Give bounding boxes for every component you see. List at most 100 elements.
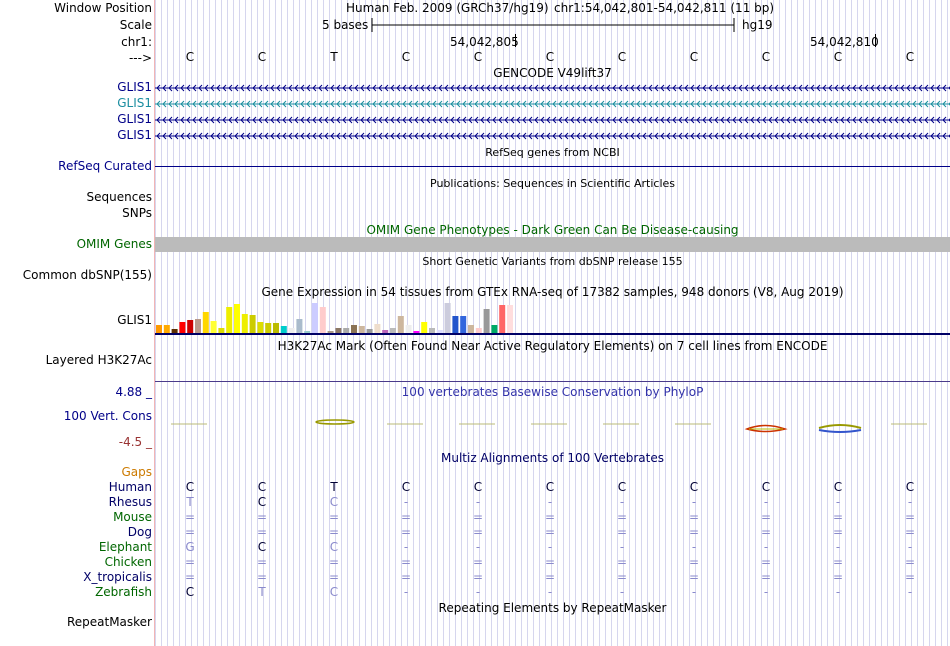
gtex-tissue-bar[interactable] [195, 319, 201, 333]
gtex-tissue-bar[interactable] [499, 305, 506, 333]
label-omim-genes[interactable]: OMIM Genes [76, 237, 152, 251]
gtex-tissue-bar[interactable] [382, 330, 389, 333]
grid-line [365, 0, 366, 646]
gtex-tissue-bar[interactable] [179, 322, 186, 333]
label-sequences[interactable]: Sequences [86, 190, 152, 204]
gtex-tissue-bar[interactable] [397, 316, 404, 333]
repeatmasker-track-title[interactable]: Repeating Elements by RepeatMasker [438, 601, 667, 615]
aligned-base: = [832, 555, 844, 569]
gtex-tissue-bar[interactable] [358, 326, 365, 333]
species-label[interactable]: Mouse [113, 510, 152, 524]
gtex-tissue-bar[interactable] [452, 316, 459, 333]
gtex-tissue-bar[interactable] [429, 328, 435, 333]
label-gaps[interactable]: Gaps [121, 465, 152, 479]
gtex-tissue-bar[interactable] [296, 319, 303, 333]
aligned-base: = [472, 525, 484, 539]
gtex-tissue-bar[interactable] [163, 325, 170, 333]
grid-line [413, 0, 414, 646]
gtex-tissue-bar[interactable] [374, 324, 381, 333]
gtex-tissue-bar[interactable] [444, 303, 451, 333]
gtex-tissue-bar[interactable] [421, 322, 428, 333]
gtex-tissue-bar[interactable] [335, 328, 342, 333]
gencode-track-title[interactable]: GENCODE V49lift37 [493, 66, 612, 80]
species-label[interactable]: Elephant [98, 540, 152, 554]
gtex-tissue-bar[interactable] [483, 309, 490, 333]
phylop-conservation-graph[interactable] [155, 410, 950, 440]
gtex-tissue-bar[interactable] [351, 325, 357, 333]
gtex-tissue-bar[interactable] [327, 331, 334, 333]
label-common-dbsnp[interactable]: Common dbSNP(155) [22, 268, 152, 282]
species-label[interactable]: Zebrafish [95, 585, 152, 599]
gtex-tissue-bar[interactable] [218, 328, 225, 333]
aligned-base: - [691, 495, 697, 509]
publications-track-title[interactable]: Publications: Sequences in Scientific Ar… [430, 177, 675, 190]
aligned-base: = [688, 525, 700, 539]
gtex-bar-graph[interactable] [155, 300, 555, 333]
label-100-vert-cons[interactable]: 100 Vert. Cons [63, 409, 152, 423]
gtex-tissue-bar[interactable] [249, 315, 256, 333]
omim-gene-bar[interactable] [155, 237, 950, 252]
gtex-tissue-bar[interactable] [210, 321, 217, 333]
gtex-tissue-bar[interactable] [241, 314, 248, 333]
gtex-tissue-bar[interactable] [288, 328, 295, 333]
gtex-tissue-bar[interactable] [475, 328, 482, 333]
strand-chevrons [156, 100, 950, 108]
dbsnp-track-title[interactable]: Short Genetic Variants from dbSNP releas… [422, 255, 683, 268]
phylop-track-title[interactable]: 100 vertebrates Basewise Conservation by… [401, 385, 704, 399]
aligned-base: - [403, 540, 409, 554]
gtex-tissue-bar[interactable] [468, 325, 474, 333]
aligned-base: C [257, 495, 267, 509]
aligned-base: - [619, 540, 625, 554]
species-label[interactable]: Chicken [104, 555, 152, 569]
aligned-base: = [688, 510, 700, 524]
gtex-tissue-bar[interactable] [405, 325, 412, 333]
gtex-tissue-bar[interactable] [413, 331, 420, 333]
label-layered-h3k27ac[interactable]: Layered H3K27Ac [45, 353, 152, 367]
alignment-row: = = = = = = = = = = = [0, 510, 950, 525]
gencode-transcripts[interactable] [155, 80, 950, 144]
refseq-track-title[interactable]: RefSeq genes from NCBI [485, 146, 620, 159]
multiz-track-title[interactable]: Multiz Alignments of 100 Vertebrates [440, 451, 665, 465]
label-repeatmasker[interactable]: RepeatMasker [66, 615, 152, 629]
species-label[interactable]: Rhesus [108, 495, 152, 509]
gtex-tissue-bar[interactable] [304, 331, 311, 333]
gtex-tissue-bar[interactable] [265, 323, 272, 333]
gtex-tissue-bar[interactable] [280, 326, 287, 333]
aligned-base: = [256, 570, 268, 584]
aligned-base: - [403, 495, 409, 509]
gtex-tissue-bar[interactable] [319, 307, 326, 333]
label-gtex-glis1[interactable]: GLIS1 [117, 313, 152, 327]
refseq-gene-line[interactable] [155, 166, 950, 167]
gtex-tissue-bar[interactable] [460, 316, 467, 333]
gtex-tissue-bar[interactable] [273, 323, 279, 333]
h3k27ac-track-title[interactable]: H3K27Ac Mark (Often Found Near Active Re… [277, 339, 828, 353]
gtex-tissue-bar[interactable] [366, 329, 373, 333]
grid-line [659, 0, 660, 646]
species-label[interactable]: Human [108, 480, 152, 494]
gtex-tissue-bar[interactable] [312, 303, 318, 333]
gtex-tissue-bar[interactable] [507, 305, 513, 333]
gtex-tissue-bar[interactable] [343, 328, 350, 333]
gtex-tissue-bar[interactable] [234, 304, 240, 333]
gtex-tissue-bar[interactable] [491, 325, 498, 333]
label-gencode-glis1-2[interactable]: GLIS1 [117, 96, 152, 110]
gtex-tissue-bar[interactable] [390, 328, 396, 333]
grid-line [947, 0, 948, 646]
gtex-tissue-bar[interactable] [187, 320, 194, 333]
species-label[interactable]: X_tropicalis [83, 570, 152, 584]
label-refseq-curated[interactable]: RefSeq Curated [58, 159, 152, 173]
label-snps[interactable]: SNPs [122, 206, 152, 220]
gtex-tissue-bar[interactable] [171, 329, 178, 333]
gtex-tissue-bar[interactable] [202, 312, 209, 333]
label-gencode-glis1-1[interactable]: GLIS1 [117, 80, 152, 94]
species-label[interactable]: Dog [127, 525, 152, 539]
gtex-tissue-bar[interactable] [226, 307, 233, 333]
gtex-track-title[interactable]: Gene Expression in 54 tissues from GTEx … [261, 285, 844, 299]
gtex-tissue-bar[interactable] [257, 322, 264, 333]
omim-track-title[interactable]: OMIM Gene Phenotypes - Dark Green Can Be… [366, 223, 739, 237]
label-gencode-glis1-3[interactable]: GLIS1 [117, 112, 152, 126]
gtex-tissue-bar[interactable] [156, 325, 162, 333]
label-gencode-glis1-4[interactable]: GLIS1 [117, 128, 152, 142]
gtex-tissue-bar[interactable] [436, 330, 443, 333]
